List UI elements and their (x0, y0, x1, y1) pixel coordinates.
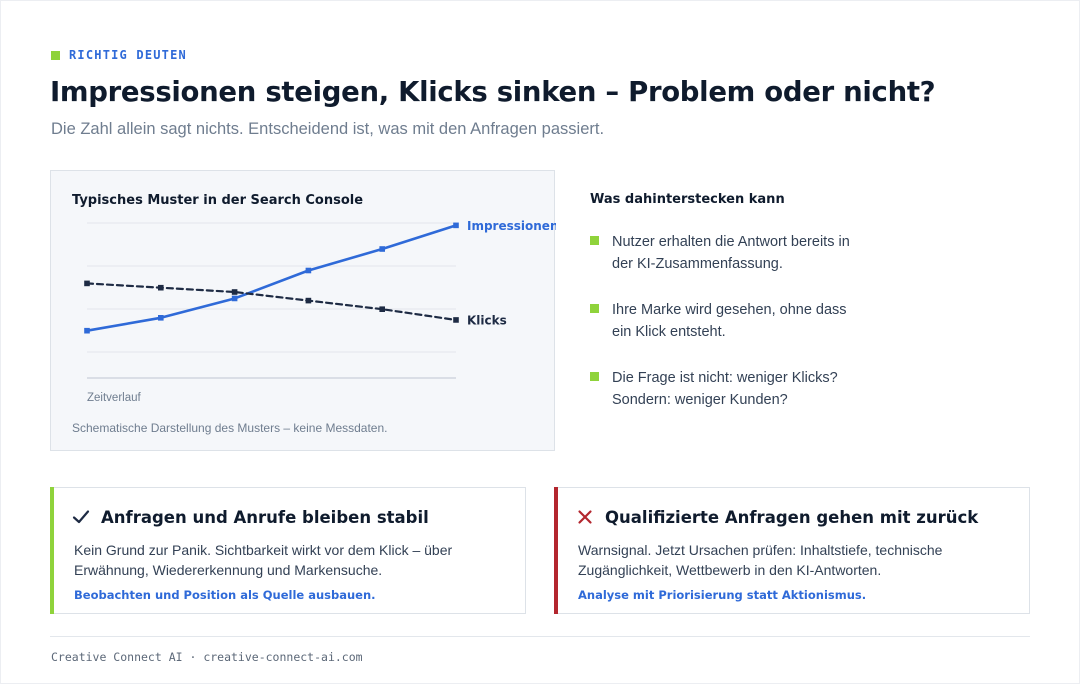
check-icon (72, 510, 90, 524)
bullet-text: Die Frage ist nicht: weniger Klicks? Son… (612, 370, 838, 408)
data-point-impressionen (231, 295, 238, 302)
data-point-impressionen (84, 327, 90, 334)
data-point-klicks (84, 280, 90, 287)
data-point-impressionen (158, 315, 164, 321)
data-point-klicks (231, 289, 238, 295)
stable-requests-card: Anfragen und Anrufe bleiben stabil Kein … (50, 487, 526, 614)
declining-requests-card: Qualifizierte Anfragen gehen mit zurück … (554, 487, 1030, 614)
bullet-item: Ihre Marke wird gesehen, ohne dass ein K… (590, 299, 860, 343)
card-accent-bar (554, 487, 558, 614)
bullet-marker (590, 236, 599, 245)
eyebrow-label: RICHTIG DEUTEN (69, 48, 187, 62)
page-title: Impressionen steigen, Klicks sinken – Pr… (50, 76, 936, 108)
footer-divider (50, 636, 1030, 637)
bullet-marker (590, 372, 599, 381)
side-heading: Was dahinterstecken kann (590, 192, 785, 207)
data-point-klicks (379, 306, 385, 312)
footer-credit: Creative Connect AI · creative-connect-a… (51, 650, 363, 664)
card-body: Kein Grund zur Panik. Sichtbarkeit wirkt… (74, 542, 453, 578)
data-point-klicks (305, 297, 312, 304)
page-subtitle: Die Zahl allein sagt nichts. Entscheiden… (51, 120, 605, 138)
series-line-impressionen (85, 224, 458, 332)
bullet-text: Nutzer erhalten die Antwort bereits in d… (612, 234, 850, 272)
bullet-item: Die Frage ist nicht: weniger Klicks? Son… (590, 367, 860, 411)
card-title: Qualifizierte Anfragen gehen mit zurück (605, 508, 979, 527)
bullet-marker (590, 304, 599, 313)
line-chart: Zeitverlauf Impressionen Klicks (84, 219, 556, 404)
card-recommendation-link[interactable]: Beobachten und Position als Quelle ausba… (74, 588, 376, 602)
series-label-impressionen: Impressionen (467, 219, 556, 233)
card-body: Warnsignal. Jetzt Ursachen prüfen: Inhal… (578, 542, 943, 578)
bullet-item: Nutzer erhalten die Antwort bereits in d… (590, 231, 860, 275)
cross-icon (578, 510, 592, 524)
data-point-klicks (158, 284, 164, 291)
series-label-klicks: Klicks (467, 313, 507, 327)
bullet-text: Ihre Marke wird gesehen, ohne dass ein K… (612, 302, 847, 340)
eyebrow: RICHTIG DEUTEN (51, 48, 187, 62)
data-point-impressionen (453, 222, 459, 229)
chart-caption: Schematische Darstellung des Musters – k… (72, 421, 388, 435)
series-line-klicks (85, 282, 458, 322)
x-axis-label: Zeitverlauf (87, 392, 141, 404)
data-point-klicks (453, 317, 459, 323)
eyebrow-marker (51, 50, 60, 60)
card-recommendation-link[interactable]: Analyse mit Priorisierung statt Aktionis… (578, 588, 867, 602)
card-title: Anfragen und Anrufe bleiben stabil (101, 508, 429, 527)
data-point-impressionen (379, 246, 385, 252)
chart-card: Zeitverlauf Impressionen Klicks Typisches … (50, 170, 556, 451)
card-accent-bar (50, 487, 54, 614)
chart-heading: Typisches Muster in der Search Console (72, 193, 364, 208)
data-point-impressionen (305, 267, 312, 274)
